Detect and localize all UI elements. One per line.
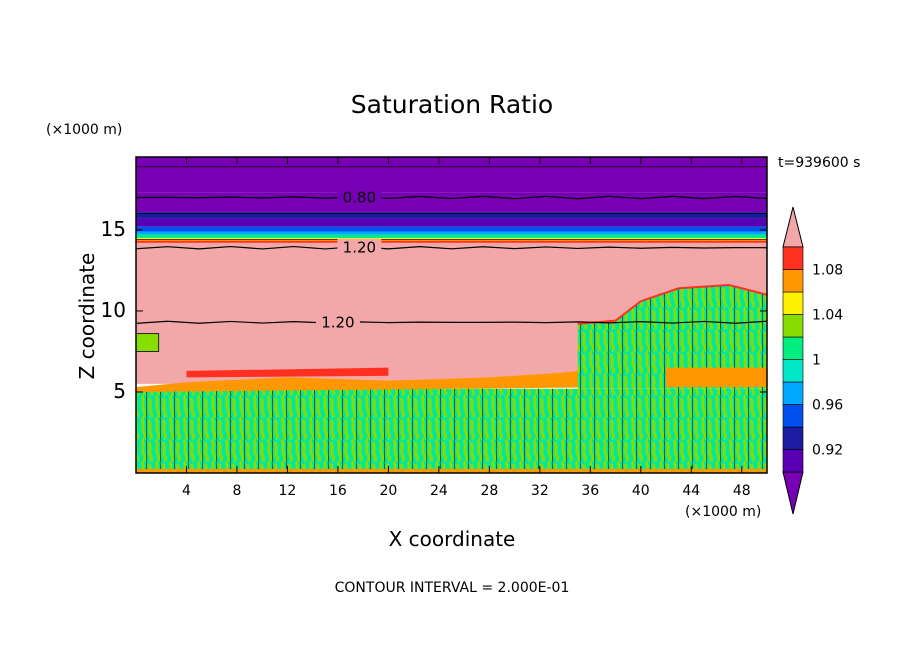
x-tick-label-16: 16 [329, 483, 347, 499]
plot-field [136, 157, 767, 473]
colorbar-under-triangle [782, 471, 804, 515]
x-tick-label-28: 28 [480, 483, 498, 499]
colorbar-tick-label-0: 0.92 [812, 443, 843, 459]
colorbar-swatch-0 [782, 449, 804, 473]
x-axis-ticks: 4 8 12 16 20 24 28 32 36 40 44 48 [182, 157, 751, 499]
contour-label-0: 0.80 [343, 189, 376, 207]
colorbar-swatch-5 [782, 336, 804, 360]
surface-strip [136, 468, 767, 473]
x-unit-label: (×1000 m) [685, 504, 761, 520]
x-tick-label-44: 44 [682, 483, 700, 499]
field-band-2 [136, 212, 767, 219]
colorbar-swatch-3 [782, 381, 804, 405]
x-axis-label: X coordinate [389, 527, 516, 551]
contour-label-bg-2 [315, 313, 360, 332]
colorbar-swatch-7 [782, 291, 804, 315]
colorbar-tick-label-3: 1.04 [812, 308, 843, 324]
field-band-4 [136, 226, 767, 232]
contour-labels: 0.80 1.20 1.20 [315, 188, 382, 332]
colorbar-swatch-6 [782, 314, 804, 338]
colorbar-swatch-8 [782, 269, 804, 293]
x-tick-label-8: 8 [232, 483, 241, 499]
chart-title: Saturation Ratio [351, 90, 553, 119]
contour-interval-footer: CONTOUR INTERVAL = 2.000E-01 [335, 580, 570, 596]
x-tick-label-40: 40 [632, 483, 650, 499]
y-axis-ticks: 5 10 15 [101, 217, 767, 403]
field-band-6 [136, 234, 767, 239]
field-band-5 [136, 231, 767, 235]
left-patch [136, 333, 160, 352]
contour-lines [136, 166, 767, 324]
colorbar-swatch-4 [782, 359, 804, 383]
contour-line-2 [136, 320, 767, 324]
cloud-top-orange [136, 366, 616, 392]
colorbar-tick-label-1: 0.96 [812, 398, 843, 414]
x-tick-label-12: 12 [279, 483, 297, 499]
x-tick-label-24: 24 [430, 483, 448, 499]
colorbar: 0.92 0.96 1 1.04 1.08 [782, 206, 843, 515]
x-tick-label-20: 20 [379, 483, 397, 499]
x-tick-label-48: 48 [733, 483, 751, 499]
y-tick-label-5: 5 [113, 379, 126, 403]
contour-label-bg-1 [337, 238, 382, 257]
contour-line-1 [136, 245, 767, 250]
contour-label-1: 1.20 [343, 239, 376, 257]
colorbar-swatch-9 [782, 246, 804, 270]
field-band-3 [136, 218, 767, 227]
contour-label-2: 1.20 [321, 313, 354, 331]
x-tick-label-36: 36 [581, 483, 599, 499]
field-band-8 [136, 240, 767, 243]
deep-convection-edge [577, 284, 767, 325]
cloud-top-red [186, 367, 389, 378]
deep-convection-base [666, 367, 767, 388]
field-band-0 [136, 157, 767, 193]
contour-line-0 [136, 195, 767, 200]
x-tick-label-32: 32 [531, 483, 549, 499]
time-label: t=939600 s [778, 155, 860, 171]
y-tick-label-10: 10 [101, 298, 126, 322]
y-axis-label: Z coordinate [75, 253, 99, 380]
colorbar-swatch-1 [782, 426, 804, 450]
plot-frame [135, 156, 768, 474]
colorbar-tick-label-4: 1.08 [812, 263, 843, 279]
contour-label-bg-0 [337, 188, 382, 207]
y-unit-label: (×1000 m) [46, 122, 122, 138]
field-band-1 [136, 192, 767, 213]
boundary-layer-cells [136, 388, 767, 473]
x-tick-label-4: 4 [182, 483, 191, 499]
colorbar-over-triangle [782, 206, 804, 248]
y-tick-label-15: 15 [101, 217, 126, 241]
deep-convection-cells [577, 285, 767, 389]
field-band-7 [136, 238, 767, 241]
colorbar-swatch-2 [782, 404, 804, 428]
colorbar-tick-label-2: 1 [812, 353, 821, 369]
